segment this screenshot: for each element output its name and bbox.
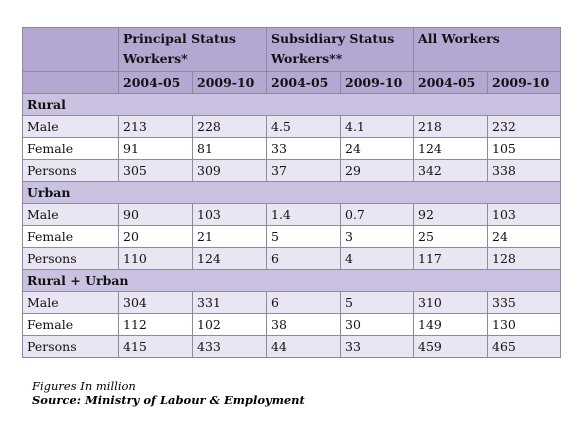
group-header: Principal Status Workers*: [118, 27, 267, 72]
value-cell: 6: [266, 247, 341, 270]
value-cell: 81: [192, 137, 267, 160]
value-cell: 105: [486, 137, 562, 160]
value-cell: 5: [266, 225, 341, 248]
value-cell: 110: [118, 247, 193, 270]
value-cell: 103: [192, 203, 267, 226]
value-cell: 4.5: [266, 115, 341, 138]
section-row: Rural: [21, 93, 562, 116]
value-cell: 38: [266, 313, 341, 336]
row-label: Persons: [22, 159, 119, 182]
value-cell: 5: [340, 291, 414, 314]
value-cell: 4: [340, 247, 414, 270]
year-header: 2004-05: [266, 71, 341, 94]
value-cell: 3: [340, 225, 414, 248]
corner-cell: [22, 27, 119, 72]
value-cell: 309: [192, 159, 267, 182]
section-row: Urban: [21, 181, 562, 204]
value-cell: 29: [340, 159, 414, 182]
year-header: 2009-10: [192, 71, 267, 94]
value-cell: 459: [413, 335, 488, 358]
value-cell: 338: [486, 159, 562, 182]
value-cell: 335: [486, 291, 562, 314]
data-row: Persons 110 124 6 4 117 128: [22, 247, 562, 270]
value-cell: 305: [118, 159, 193, 182]
value-cell: 24: [340, 137, 414, 160]
workers-table: Principal Status Workers* Subsidiary Stat…: [21, 27, 562, 358]
value-cell: 124: [413, 137, 488, 160]
value-cell: 37: [266, 159, 341, 182]
value-cell: 6: [266, 291, 341, 314]
value-cell: 149: [413, 313, 488, 336]
value-cell: 33: [266, 137, 341, 160]
value-cell: 128: [486, 247, 562, 270]
data-row: Male 304 331 6 5 310 335: [22, 291, 562, 314]
value-cell: 331: [192, 291, 267, 314]
value-cell: 91: [118, 137, 193, 160]
value-cell: 90: [118, 203, 193, 226]
value-cell: 30: [340, 313, 414, 336]
table-body: Rural Male 213 228 4.5 4.1 218 232 Female 91 81 33 2…: [21, 93, 562, 358]
value-cell: 124: [192, 247, 267, 270]
value-cell: 20: [118, 225, 193, 248]
value-cell: 102: [192, 313, 267, 336]
data-row: Male 213 228 4.5 4.1 218 232: [22, 115, 562, 138]
row-label: Female: [22, 313, 119, 336]
year-header: 2009-10: [486, 71, 562, 94]
value-cell: 232: [486, 115, 562, 138]
value-cell: 304: [118, 291, 193, 314]
value-cell: 33: [340, 335, 414, 358]
corner-cell: [22, 71, 119, 94]
group-header: Subsidiary Status Workers**: [266, 27, 414, 72]
row-label: Male: [22, 115, 119, 138]
value-cell: 1.4: [266, 203, 341, 226]
table-header: Principal Status Workers* Subsidiary Stat…: [22, 27, 562, 94]
row-label: Persons: [22, 247, 119, 270]
value-cell: 92: [413, 203, 488, 226]
value-cell: 218: [413, 115, 488, 138]
data-row: Persons 415 433 44 33 459 465: [22, 335, 562, 358]
value-cell: 228: [192, 115, 267, 138]
value-cell: 25: [413, 225, 488, 248]
row-label: Male: [22, 203, 119, 226]
value-cell: 0.7: [340, 203, 414, 226]
value-cell: 433: [192, 335, 267, 358]
unit-note: Figures In million: [32, 379, 136, 393]
value-cell: 130: [486, 313, 562, 336]
value-cell: 112: [118, 313, 193, 336]
source-note: Source: Ministry of Labour & Employment: [32, 393, 305, 407]
section-label: Urban: [21, 181, 562, 204]
group-row: Principal Status Workers* Subsidiary Stat…: [22, 27, 562, 72]
data-row: Female 20 21 5 3 25 24: [22, 225, 562, 248]
value-cell: 21: [192, 225, 267, 248]
row-label: Persons: [22, 335, 119, 358]
value-cell: 213: [118, 115, 193, 138]
year-header: 2004-05: [413, 71, 488, 94]
value-cell: 44: [266, 335, 341, 358]
year-header: 2009-10: [340, 71, 414, 94]
row-label: Female: [22, 225, 119, 248]
value-cell: 310: [413, 291, 488, 314]
value-cell: 415: [118, 335, 193, 358]
section-label: Rural: [21, 93, 562, 116]
data-row: Male 90 103 1.4 0.7 92 103: [22, 203, 562, 226]
year-row: 2004-05 2009-10 2004-05 2009-10 2004-05 2009-…: [22, 71, 562, 94]
data-row: Persons 305 309 37 29 342 338: [22, 159, 562, 182]
data-row: Female 112 102 38 30 149 130: [22, 313, 562, 336]
value-cell: 342: [413, 159, 488, 182]
value-cell: 465: [486, 335, 562, 358]
value-cell: 24: [486, 225, 562, 248]
data-row: Female 91 81 33 24 124 105: [22, 137, 562, 160]
value-cell: 103: [486, 203, 562, 226]
row-label: Male: [22, 291, 119, 314]
group-header: All Workers: [412, 27, 562, 72]
row-label: Female: [22, 137, 119, 160]
year-header: 2004-05: [118, 71, 193, 94]
section-row: Rural + Urban: [21, 269, 562, 292]
notes: Figures In million Source: Ministry of L…: [32, 379, 305, 407]
value-cell: 4.1: [340, 115, 414, 138]
value-cell: 117: [413, 247, 488, 270]
section-label: Rural + Urban: [21, 269, 562, 292]
